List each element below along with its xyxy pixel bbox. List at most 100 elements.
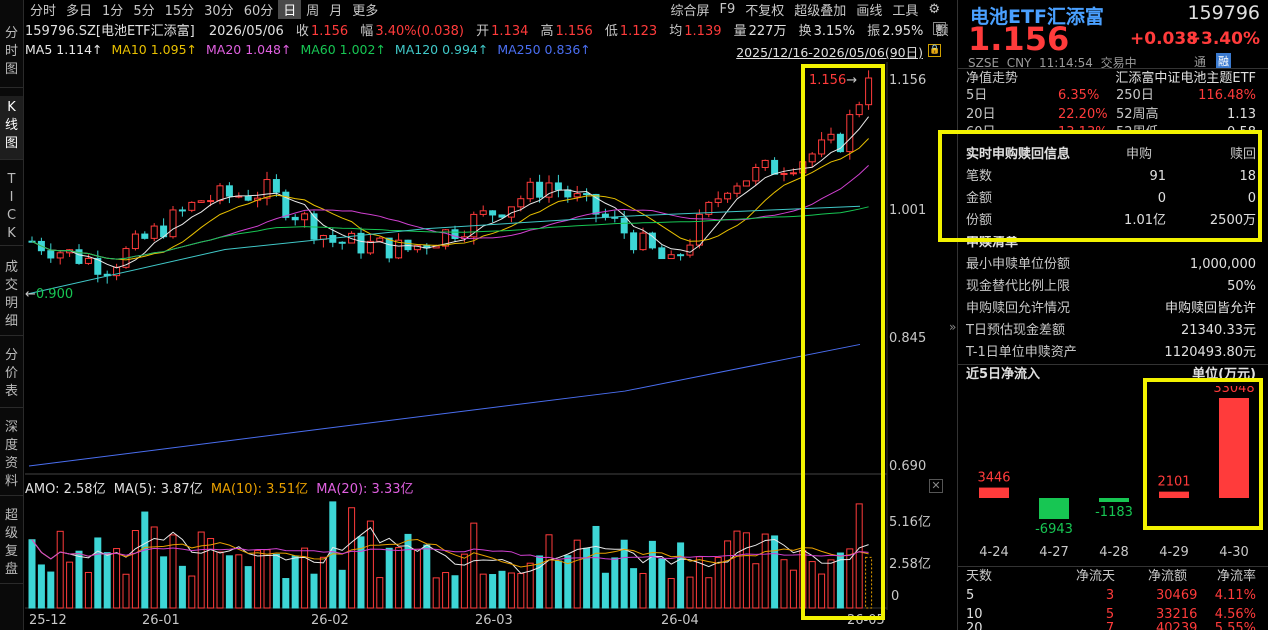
tab-label: 超级复盘 [4,508,18,577]
volume-bar [122,573,130,609]
volume-bar [442,572,450,609]
candle-body [47,250,55,259]
period-30min[interactable]: 30分 [204,3,234,19]
row-label: 笔数 [966,169,993,184]
candle-body [479,210,487,215]
cell: 10 [966,607,983,622]
amo-value: AMO: 2.58亿 [25,482,106,497]
period-multiday[interactable]: 多日 [66,3,93,19]
flow-unit: 单位(万元) [1192,367,1256,382]
sub-col-header: 申购 [1126,147,1153,162]
period-5min[interactable]: 5分 [133,3,155,19]
candle-body [846,114,854,153]
tab-price-distribution[interactable]: 分价表 [0,344,23,408]
lock-icon[interactable]: 🔒 [928,44,941,57]
candle-body [395,239,403,259]
period-more[interactable]: 更多 [352,3,379,19]
perf-value: 13.13% [1058,125,1108,134]
inflow-bar [1159,491,1189,498]
collapse-icon[interactable]: » [949,320,957,334]
ma120-label: MA120 0.994↑ [394,42,489,57]
volume-bar [554,560,562,609]
col-head: 净流额 [1148,569,1188,584]
candle-body [742,180,750,187]
tool-tools[interactable]: 工具 [892,3,919,19]
row-value: 50% [1227,279,1256,294]
volume-bar [761,533,769,609]
tab-trade-detail[interactable]: 成交明细 [0,256,23,336]
perf-row: 20日 22.20% 52周高 1.13 [966,104,1264,126]
amo-ma5: MA(5): 3.87亿 [113,482,203,497]
candle-body [225,185,233,197]
tab-replay[interactable]: 超级复盘 [0,504,23,584]
candle-body [207,200,215,203]
creation-row: 申购赎回允许情况 申购赎回皆允许 [966,298,1264,320]
volume-bar [263,549,271,609]
tool-draw[interactable]: 画线 [856,3,883,19]
ma-lines [28,116,869,467]
close-icon[interactable]: ✕ [929,479,943,493]
date-tick: 26-05 [847,613,885,628]
creation-row: 最小申赎单位份额 1,000,000 [966,254,1264,276]
volume-bar [686,576,694,609]
candle-body [442,229,450,247]
period-1min[interactable]: 1分 [102,3,124,19]
ma-legend: MA5 1.114↑ MA10 1.095↑ MA20 1.048↑ MA60 … [25,42,950,60]
col-head: 天数 [966,569,993,584]
divider [958,68,1268,69]
window-icon[interactable]: ▣ [933,22,946,35]
nav-row[interactable]: 净值走势 汇添富中证电池主题ETF [966,68,1264,90]
inflow-value: 33048 [1213,386,1254,396]
period-month[interactable]: 月 [329,3,343,19]
redeem-col-header: 赎回 [1229,147,1256,162]
stock-code: 159796.SZ[电池ETF汇添富] [25,24,195,39]
volume-bar [536,555,544,609]
date-range[interactable]: 2025/12/16-2026/05/06(90日) [736,45,923,60]
sub-value: 0 [1157,191,1166,206]
volume-bar [28,539,36,609]
candle-body [639,232,647,251]
period-day[interactable]: 日 [278,0,302,19]
candle-body [620,217,628,234]
tool-overlay[interactable]: 超级叠加 [794,3,847,19]
tool-composite[interactable]: 综合屏 [670,3,710,19]
perf-label: 20日 [966,107,996,122]
tab-profile[interactable]: 深度资料 [0,416,23,496]
perf-value: 1.13 [1227,107,1256,122]
candle-body [150,225,158,239]
tab-label: 分时图 [4,26,18,77]
period-intraday[interactable]: 分时 [30,3,57,19]
candle-body [526,181,534,200]
vol-value: 227万 [748,24,787,39]
candle-body [536,181,544,198]
exchange: SZSE [968,56,1000,70]
candle-body [385,237,393,259]
candle-body [366,240,374,254]
period-week[interactable]: 周 [306,3,320,19]
ma60-label: MA60 1.002↑ [300,42,386,57]
candle-body [404,239,412,251]
period-15min[interactable]: 15分 [164,3,195,19]
candle-body [282,191,290,218]
volume-bar [254,550,262,609]
flow-table-row: 10 5 33216 4.56% [966,604,1264,626]
period-60min[interactable]: 60分 [243,3,274,19]
ma-line [31,138,869,261]
volume-bar [366,520,374,609]
row-label: T日预估现金差额 [966,323,1065,338]
tab-label: 深度资料 [4,420,18,489]
tool-f9[interactable]: F9 [719,1,736,17]
tab-intraday[interactable]: 分时图 [0,22,23,88]
gear-icon[interactable]: ⚙ [928,1,940,17]
candle-body [141,233,149,239]
candlesticks [28,70,873,284]
cell: 4.56% [1214,607,1256,622]
volume-bar [611,557,619,609]
candle-body [498,214,506,218]
kline-chart[interactable]: 1.156 1.001 0.845 0.690 1.156→ ←0.900 5.… [25,62,950,630]
inflow-bar [1219,398,1249,498]
tool-no-adjust[interactable]: 不复权 [745,3,785,19]
creation-row: 现金替代比例上限 50% [966,276,1264,298]
